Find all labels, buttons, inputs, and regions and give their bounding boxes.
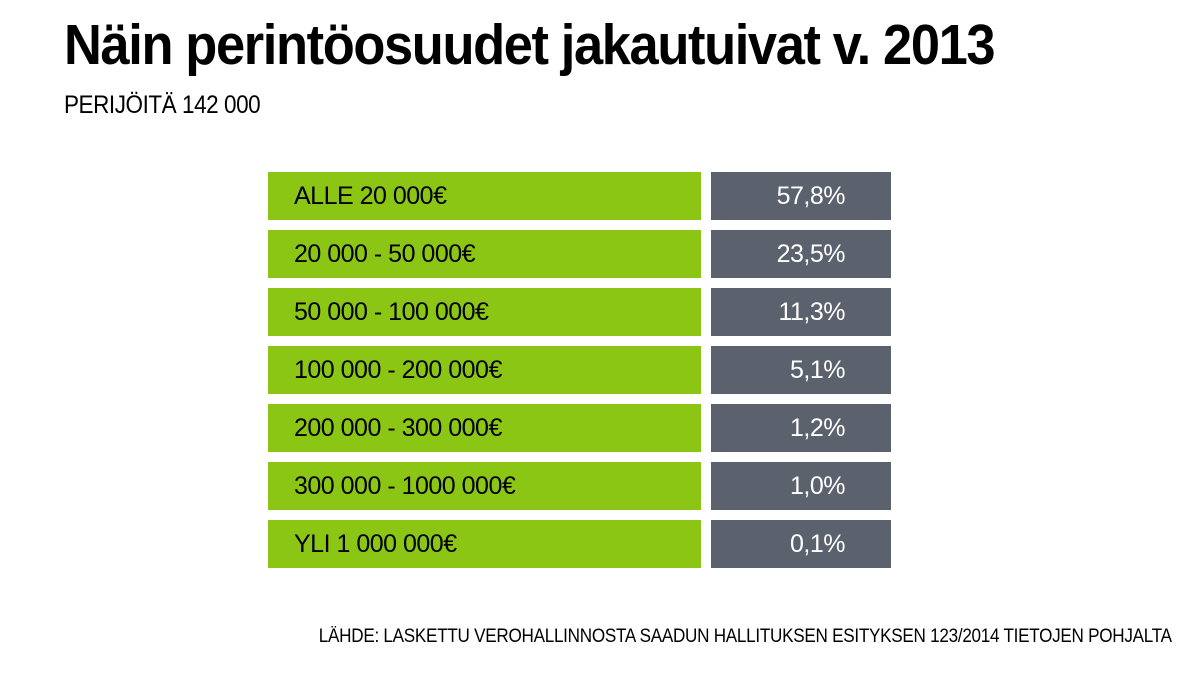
chart-subtitle: PERIJÖITÄ 142 000 bbox=[64, 91, 261, 119]
table-row: YLI 1 000 000€ 0,1% bbox=[268, 520, 891, 568]
table-row: 300 000 - 1000 000€ 1,0% bbox=[268, 462, 891, 510]
share-value: 57,8% bbox=[711, 172, 891, 220]
chart-title: Näin perintöosuudet jakautuivat v. 2013 bbox=[64, 13, 996, 77]
table-row: 20 000 - 50 000€ 23,5% bbox=[268, 230, 891, 278]
table-row: 200 000 - 300 000€ 1,2% bbox=[268, 404, 891, 452]
category-label: 100 000 - 200 000€ bbox=[268, 346, 701, 394]
category-label: 300 000 - 1000 000€ bbox=[268, 462, 701, 510]
distribution-table: ALLE 20 000€ 57,8% 20 000 - 50 000€ 23,5% 50… bbox=[268, 172, 891, 578]
table-row: 100 000 - 200 000€ 5,1% bbox=[268, 346, 891, 394]
share-value: 23,5% bbox=[711, 230, 891, 278]
table-row: ALLE 20 000€ 57,8% bbox=[268, 172, 891, 220]
category-label: ALLE 20 000€ bbox=[268, 172, 701, 220]
share-value: 1,2% bbox=[711, 404, 891, 452]
share-value: 5,1% bbox=[711, 346, 891, 394]
source-note: LÄHDE: LASKETTU VEROHALLINNOSTA SAADUN H… bbox=[318, 626, 1172, 647]
category-label: 200 000 - 300 000€ bbox=[268, 404, 701, 452]
share-value: 0,1% bbox=[711, 520, 891, 568]
share-value: 1,0% bbox=[711, 462, 891, 510]
category-label: 50 000 - 100 000€ bbox=[268, 288, 701, 336]
category-label: YLI 1 000 000€ bbox=[268, 520, 701, 568]
table-row: 50 000 - 100 000€ 11,3% bbox=[268, 288, 891, 336]
share-value: 11,3% bbox=[711, 288, 891, 336]
category-label: 20 000 - 50 000€ bbox=[268, 230, 701, 278]
